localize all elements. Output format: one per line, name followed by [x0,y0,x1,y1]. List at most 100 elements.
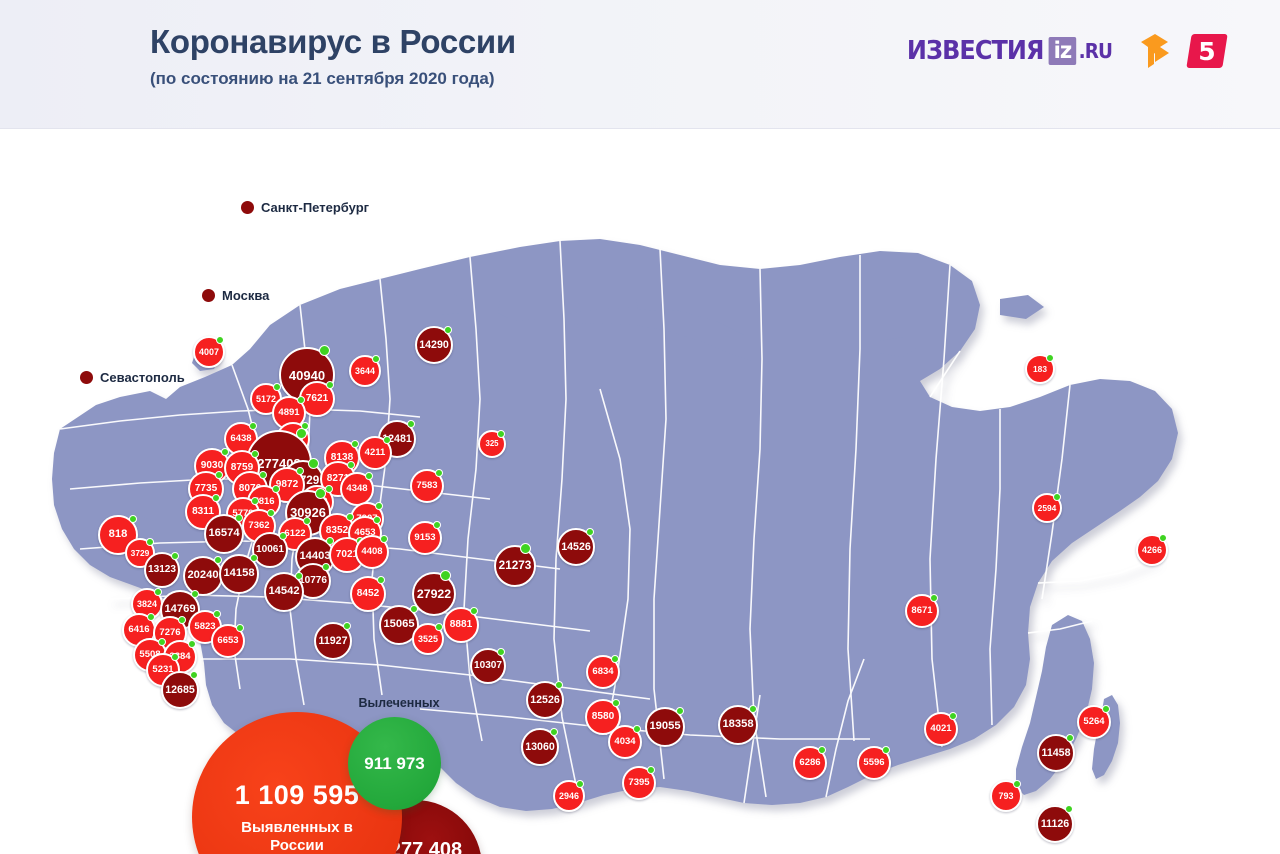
region-marker-value: 14542 [268,585,300,598]
region-marker[interactable]: 14158 [219,554,259,594]
region-marker[interactable]: 12526 [526,681,564,719]
region-marker[interactable]: 7583 [410,469,444,503]
region-marker[interactable]: 5823 [188,610,222,644]
region-marker[interactable]: 793 [990,780,1022,812]
region-marker[interactable]: 3644 [349,355,381,387]
region-marker-growth-dot [410,605,418,613]
iz-box-logo: iz [1049,37,1076,65]
region-marker[interactable]: 13060 [521,728,559,766]
region-marker[interactable]: 14290 [415,326,453,364]
legend-spb-swatch [241,201,254,214]
region-marker[interactable]: 14526 [557,528,595,566]
region-marker-value: 7735 [194,482,218,494]
region-marker[interactable]: 12685 [161,671,199,709]
region-marker-growth-dot [576,780,584,788]
region-marker[interactable]: 8671 [905,594,939,628]
region-marker[interactable]: 2594 [1032,493,1062,523]
region-marker[interactable]: 14542 [264,572,304,612]
region-marker-growth-dot [818,746,826,754]
region-marker[interactable]: 6653 [211,624,245,658]
izvestia-logo[interactable]: ИЗВЕСТИЯ iz .RU [907,36,1113,66]
total-confirmed-value: 1 109 595 [234,779,360,810]
page-title: Коронавирус в России [150,23,516,60]
legend-moscow-swatch [202,289,215,302]
channel-five-digit: 5 [1198,36,1216,66]
region-marker[interactable]: 4408 [355,535,389,569]
region-marker[interactable]: 10061 [252,532,288,568]
region-marker[interactable]: 4348 [340,472,374,506]
region-marker[interactable]: 8881 [443,607,479,643]
region-marker-value: 12481 [382,432,412,445]
region-marker-value: 793 [998,790,1014,801]
region-marker-growth-dot [171,653,179,661]
region-marker-growth-dot [365,472,373,480]
region-marker-value: 30926 [290,504,326,520]
region-marker[interactable]: 21273 [494,543,536,587]
region-marker[interactable]: 7395 [622,766,656,800]
region-marker-growth-dot [259,471,267,479]
region-marker-value: 14158 [223,567,255,580]
region-marker-growth-dot [213,610,221,618]
region-marker-value: 4348 [346,483,368,495]
region-marker[interactable]: 18358 [718,705,758,745]
ren-tv-logo-icon[interactable] [1138,33,1172,69]
region-marker-growth-dot [1046,354,1054,362]
region-marker[interactable]: 6286 [793,746,827,780]
region-marker-value: 11927 [318,634,348,647]
region-marker[interactable]: 20240 [183,556,223,596]
region-marker[interactable]: 11126 [1036,805,1074,843]
region-marker[interactable]: 11458 [1037,734,1075,772]
region-marker[interactable]: 13123 [144,552,180,588]
region-marker[interactable]: 19055 [645,707,685,747]
region-marker-value: 5596 [863,757,885,769]
region-marker-value: 6286 [799,757,821,769]
region-marker-value: 8452 [356,587,380,599]
region-marker-value: 13123 [147,563,177,575]
region-marker-growth-dot [1159,534,1167,542]
region-marker-growth-dot [212,494,220,502]
region-marker-value: 7583 [416,480,438,492]
region-marker-value: 5172 [256,393,276,404]
region-marker[interactable]: 4021 [924,712,958,746]
region-marker-growth-dot [308,458,319,469]
region-marker-growth-dot [550,728,558,736]
region-marker-growth-dot [347,461,355,469]
region-marker[interactable]: 10307 [470,648,506,684]
region-marker-growth-dot [296,467,304,475]
region-marker[interactable]: 183 [1025,354,1055,384]
legend-moscow: Москва [202,288,269,303]
region-marker-growth-dot [296,428,307,439]
region-marker[interactable]: 4211 [358,436,392,470]
region-marker-growth-dot [377,576,385,584]
region-marker-growth-dot [236,624,244,632]
region-marker[interactable]: 325 [478,430,506,458]
channel-five-logo[interactable]: 5 [1186,34,1228,68]
region-marker[interactable]: 9153 [408,521,442,555]
region-marker[interactable]: 3525 [412,623,444,655]
region-marker[interactable]: 16574 [204,514,244,554]
region-marker-value: 10307 [473,659,503,671]
region-marker-growth-dot [1053,493,1061,501]
legend-sevastopol-swatch [80,371,93,384]
region-marker[interactable]: 6834 [586,655,620,689]
region-marker-growth-dot [221,448,229,456]
region-marker[interactable]: 8452 [350,576,386,612]
region-marker-growth-dot [497,430,505,438]
region-marker[interactable]: 4007 [193,336,225,368]
region-marker-value: 15065 [383,618,415,631]
region-marker[interactable]: 2946 [553,780,585,812]
cured-value: 911 973 [364,753,425,773]
region-marker[interactable]: 5596 [857,746,891,780]
region-marker[interactable]: 5264 [1077,705,1111,739]
region-marker-growth-dot [273,383,281,391]
region-marker-growth-dot [322,563,330,571]
region-marker-value: 5264 [1083,716,1105,728]
region-marker-growth-dot [520,543,531,554]
region-marker[interactable]: 11927 [314,622,352,660]
region-marker-growth-dot [249,422,257,430]
region-marker-value: 7816 [253,496,275,508]
region-marker[interactable]: 4266 [1136,534,1168,566]
region-marker-value: 20240 [187,569,219,582]
region-marker[interactable]: 4034 [608,725,642,759]
region-marker[interactable]: 27922 [412,570,456,616]
